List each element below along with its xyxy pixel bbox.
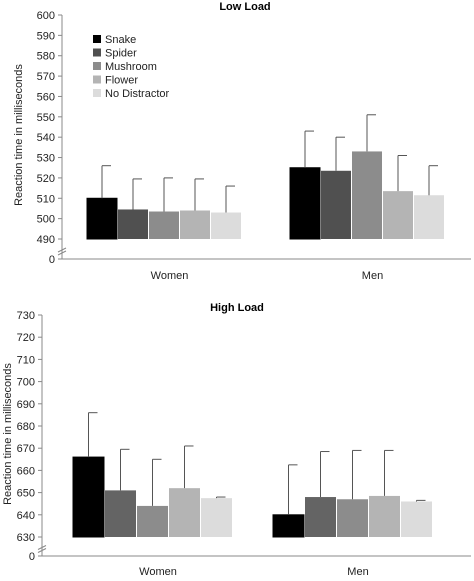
low-legend-label: No Distractor	[105, 88, 170, 100]
low-y-tick-label: 510	[37, 193, 55, 205]
low-legend-swatch	[93, 48, 101, 57]
low-legend-swatch	[93, 89, 101, 97]
high-bar-flower	[369, 495, 400, 537]
low-y-tick-label: 560	[37, 91, 55, 103]
high-bar-snake	[72, 456, 105, 538]
low-y-tick-label: 600	[37, 10, 55, 22]
high-y-tick-label: 670	[17, 443, 35, 455]
high-category-label: Men	[347, 566, 368, 578]
low-legend-label: Mushroom	[105, 61, 157, 73]
low-legend-swatch	[93, 75, 101, 84]
low-legend-swatch	[93, 35, 101, 43]
high-y-tick-label: 730	[17, 310, 35, 322]
low-y-tick-label: 570	[37, 71, 55, 83]
low-y-tick-label: 540	[37, 132, 55, 144]
high-y-tick-label: 650	[17, 488, 35, 500]
high-bar-spider	[305, 497, 336, 537]
low-y-tick-label: 580	[37, 51, 55, 63]
high-y-tick-label: 710	[17, 354, 35, 366]
low-y-tick-label: 550	[37, 112, 55, 124]
high-y-tick-label: 680	[17, 421, 35, 433]
low-legend-label: Spider	[105, 48, 137, 60]
high-axis-break	[37, 545, 47, 553]
low-bar-no-distractor	[414, 195, 444, 239]
high-bar-spider	[105, 490, 136, 537]
high-y-tick-label: 630	[17, 532, 35, 544]
high-y-tick-label: 700	[17, 377, 35, 389]
low-y-zero-label: 0	[49, 254, 55, 266]
low-bar-mushroom	[352, 151, 382, 239]
high-y-axis-label: Reaction time in milliseconds	[2, 363, 14, 505]
low-chart-title: Low Load	[219, 1, 270, 13]
low-load-chart: Low Load 490 500 510 520 530 540 550 560 570 580 59…	[13, 1, 471, 282]
low-bar-flower	[383, 191, 413, 239]
high-bar-no-distractor	[401, 501, 432, 537]
low-bar-spider	[321, 170, 351, 239]
low-legend-swatch	[93, 62, 101, 70]
high-bar-snake	[272, 514, 305, 538]
high-load-chart: High Load 630 640 650 660 670 680 690 700 710 720 7…	[2, 302, 471, 578]
low-bar-mushroom	[149, 211, 179, 239]
high-y-tick-label: 660	[17, 465, 35, 477]
low-category-label: Women	[151, 270, 189, 282]
high-bar-no-distractor	[201, 498, 232, 537]
low-y-axis-label: Reaction time in milliseconds	[13, 64, 25, 206]
high-chart-title: High Load	[210, 302, 264, 314]
low-legend-label: Flower	[105, 75, 138, 87]
high-y-tick-label: 640	[17, 510, 35, 522]
low-bar-snake	[86, 197, 118, 240]
low-bar-spider	[118, 209, 148, 239]
high-y-zero-label: 0	[29, 551, 35, 563]
low-axis-break	[57, 247, 67, 256]
high-bar-mushroom	[337, 499, 368, 537]
high-y-tick-label: 720	[17, 332, 35, 344]
high-bar-flower	[169, 488, 200, 537]
low-bar-flower	[180, 210, 210, 239]
high-y-tick-label: 690	[17, 399, 35, 411]
low-legend-label: Snake	[105, 34, 136, 46]
low-y-tick-label: 490	[37, 234, 55, 246]
low-y-tick-label: 530	[37, 153, 55, 165]
high-category-label: Women	[139, 566, 177, 578]
low-y-tick-label: 520	[37, 173, 55, 185]
low-category-label: Men	[362, 270, 383, 282]
high-bar-mushroom	[137, 505, 168, 537]
low-y-tick-label: 590	[37, 30, 55, 42]
low-bar-no-distractor	[211, 212, 241, 239]
low-bar-snake	[289, 167, 321, 240]
low-y-tick-label: 500	[37, 214, 55, 226]
